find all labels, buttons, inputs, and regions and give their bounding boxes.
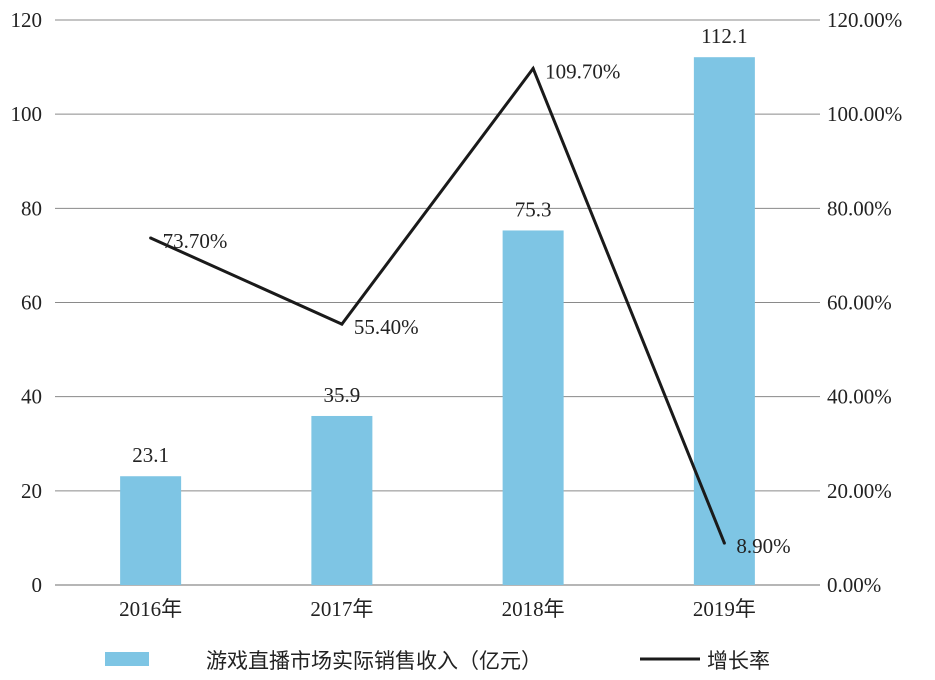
bar	[311, 415, 373, 585]
bar	[502, 230, 564, 585]
left-tick-label: 60	[21, 291, 42, 315]
right-tick-label: 80.00%	[827, 196, 892, 220]
bar	[693, 57, 755, 585]
left-tick-label: 40	[21, 385, 42, 409]
growth-point	[531, 66, 535, 70]
right-tick-label: 20.00%	[827, 479, 892, 503]
legend: 游戏直播市场实际销售收入（亿元） 增长率	[105, 649, 770, 673]
right-tick-label: 0.00%	[827, 573, 881, 597]
right-tick-label: 40.00%	[827, 385, 892, 409]
bar-series	[120, 57, 755, 585]
left-tick-label: 80	[21, 196, 42, 220]
bar-value-label: 23.1	[132, 443, 169, 467]
legend-line-label: 增长率	[707, 649, 770, 673]
growth-line-series	[149, 65, 726, 545]
left-tick-label: 120	[11, 8, 43, 32]
growth-value-label: 73.70%	[163, 229, 228, 253]
x-tick-label: 2019年	[693, 597, 756, 621]
right-tick-label: 60.00%	[827, 291, 892, 315]
bar-value-label: 35.9	[324, 383, 361, 407]
x-axis-ticks: 2016年 2017年 2018年 2019年	[119, 597, 756, 621]
growth-point	[340, 322, 344, 326]
growth-value-label: 8.90%	[736, 534, 790, 558]
left-tick-label: 100	[11, 102, 43, 126]
growth-point	[149, 236, 153, 240]
gridlines	[55, 19, 820, 586]
legend-bar-label: 游戏直播市场实际销售收入（亿元）	[206, 649, 542, 673]
right-tick-label: 120.00%	[827, 8, 902, 32]
x-tick-label: 2018年	[502, 597, 565, 621]
growth-point	[722, 541, 726, 545]
x-tick-label: 2017年	[310, 597, 373, 621]
data-labels: 23.1 35.9 75.3 112.1 73.70% 55.40% 109.70% 8.90…	[132, 24, 790, 558]
left-tick-label: 20	[21, 479, 42, 503]
bar-value-label: 75.3	[515, 197, 552, 221]
growth-line	[150, 65, 726, 544]
left-axis-ticks: 0 20 40 60 80 100 120	[11, 8, 43, 597]
growth-value-label: 55.40%	[354, 315, 419, 339]
legend-bar-swatch	[105, 652, 149, 666]
bar	[120, 476, 182, 585]
right-axis-ticks: 0.00% 20.00% 40.00% 60.00% 80.00% 100.00% 120.…	[827, 8, 902, 597]
right-tick-label: 100.00%	[827, 102, 902, 126]
left-tick-label: 0	[32, 573, 43, 597]
growth-value-label: 109.70%	[545, 59, 620, 83]
x-tick-label: 2016年	[119, 597, 182, 621]
bar-value-label: 112.1	[701, 24, 747, 48]
